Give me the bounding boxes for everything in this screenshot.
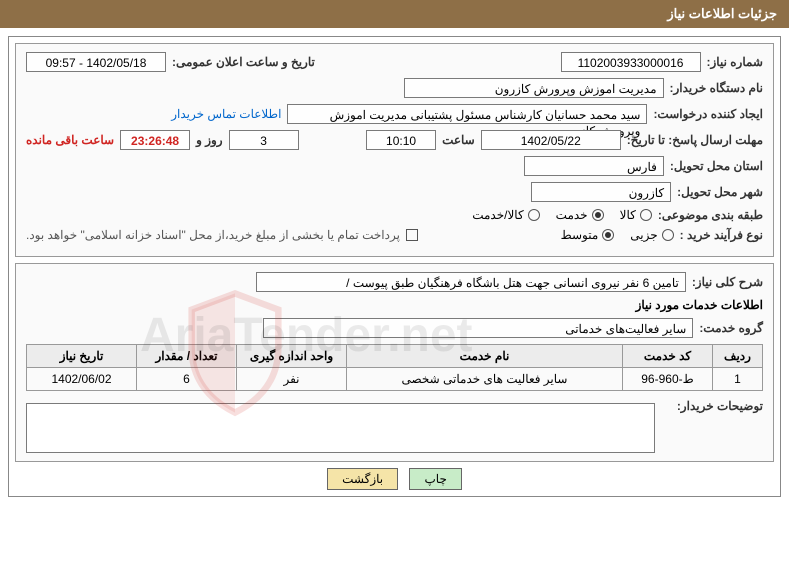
radio-medium-label: متوسط [561, 228, 599, 242]
button-row: چاپ بازگشت [15, 468, 774, 490]
field-deadline-date: 1402/05/22 [481, 130, 621, 150]
label-need-no: شماره نیاز: [707, 55, 763, 69]
row-buyer-org: نام دستگاه خریدار: مدیریت اموزش وپرورش ک… [26, 78, 763, 98]
row-need-no: شماره نیاز: 1102003933000016 تاریخ و ساع… [26, 52, 763, 72]
row-requester: ایجاد کننده درخواست: سید محمد حسانیان کا… [26, 104, 763, 124]
label-process: نوع فرآیند خرید : [680, 228, 763, 242]
note-treasury: پرداخت تمام یا بخشی از مبلغ خرید،از محل … [26, 228, 400, 242]
th-name: نام خدمت [347, 345, 623, 368]
label-time: ساعت [442, 133, 475, 147]
page-title: جزئیات اطلاعات نیاز [667, 6, 777, 21]
radio-both[interactable]: کالا/خدمت [472, 208, 539, 222]
th-unit: واحد اندازه گیری [237, 345, 347, 368]
row-buyer-notes: توضیحات خریدار: [26, 399, 763, 453]
row-class: طبقه بندی موضوعی: کالا خدمت کالا/خدمت [26, 208, 763, 222]
field-need-no: 1102003933000016 [561, 52, 701, 72]
row-process: نوع فرآیند خرید : جزیی متوسط پرداخت تمام… [26, 228, 763, 242]
radio-service[interactable]: خدمت [556, 208, 604, 222]
link-contact[interactable]: اطلاعات تماس خریدار [171, 107, 281, 121]
checkbox-treasury[interactable] [406, 229, 418, 241]
label-class: طبقه بندی موضوعی: [658, 208, 763, 222]
info-section: شماره نیاز: 1102003933000016 تاریخ و ساع… [15, 43, 774, 257]
field-requester: سید محمد حسانیان کارشناس مسئول پشتیبانی … [287, 104, 647, 124]
outer-container: شماره نیاز: 1102003933000016 تاریخ و ساع… [8, 36, 781, 497]
services-info-title: اطلاعات خدمات مورد نیاز [26, 298, 763, 312]
table-header-row: ردیف کد خدمت نام خدمت واحد اندازه گیری ت… [27, 345, 763, 368]
label-buyer-org: نام دستگاه خریدار: [670, 81, 764, 95]
field-need-desc: تامین 6 نفر نیروی انسانی جهت هتل باشگاه … [256, 272, 686, 292]
td-qty: 6 [137, 368, 237, 391]
radio-medium[interactable]: متوسط [561, 228, 615, 242]
radio-goods[interactable]: کالا [620, 208, 652, 222]
class-radio-group: کالا خدمت کالا/خدمت [472, 208, 652, 222]
label-announce-dt: تاریخ و ساعت اعلان عمومی: [172, 55, 315, 69]
th-row: ردیف [713, 345, 763, 368]
detail-section: شرح کلی نیاز: تامین 6 نفر نیروی انسانی ج… [15, 263, 774, 462]
field-announce-dt: 1402/05/18 - 09:57 [26, 52, 166, 72]
row-deadline: مهلت ارسال پاسخ: تا تاریخ: 1402/05/22 سا… [26, 130, 763, 150]
row-service-group: گروه خدمت: سایر فعالیت‌های خدماتی [26, 318, 763, 338]
th-qty: تعداد / مقدار [137, 345, 237, 368]
field-days: 3 [229, 130, 299, 150]
label-city: شهر محل تحویل: [677, 185, 763, 199]
row-city: شهر محل تحویل: کازرون [26, 182, 763, 202]
radio-both-icon [528, 209, 540, 221]
table-row: 1 ط-960-96 سایر فعالیت های خدماتی شخصی ن… [27, 368, 763, 391]
field-province: فارس [524, 156, 664, 176]
label-need-desc: شرح کلی نیاز: [692, 275, 763, 289]
td-unit: نفر [237, 368, 347, 391]
radio-partial-label: جزیی [630, 228, 657, 242]
field-buyer-notes [26, 403, 655, 453]
label-requester: ایجاد کننده درخواست: [653, 107, 763, 121]
label-buyer-notes: توضیحات خریدار: [663, 399, 763, 413]
process-radio-group: جزیی متوسط [561, 228, 674, 242]
td-row: 1 [713, 368, 763, 391]
row-province: استان محل تحویل: فارس [26, 156, 763, 176]
label-province: استان محل تحویل: [670, 159, 763, 173]
radio-service-label: خدمت [556, 208, 588, 222]
th-date: تاریخ نیاز [27, 345, 137, 368]
field-deadline-time: 10:10 [366, 130, 436, 150]
field-countdown: 23:26:48 [120, 130, 190, 150]
radio-medium-icon [602, 229, 614, 241]
label-service-group: گروه خدمت: [699, 321, 763, 335]
field-city: کازرون [531, 182, 671, 202]
radio-partial-icon [662, 229, 674, 241]
field-buyer-org: مدیریت اموزش وپرورش کازرون [404, 78, 664, 98]
page-body: AriaTender.net شماره نیاز: 1102003933000… [0, 28, 789, 505]
field-service-group: سایر فعالیت‌های خدماتی [263, 318, 693, 338]
radio-goods-label: کالا [620, 208, 636, 222]
services-table: ردیف کد خدمت نام خدمت واحد اندازه گیری ت… [26, 344, 763, 391]
radio-goods-icon [640, 209, 652, 221]
label-deadline: مهلت ارسال پاسخ: تا تاریخ: [627, 133, 763, 147]
label-days-and: روز و [196, 133, 223, 147]
th-code: کد خدمت [623, 345, 713, 368]
radio-service-icon [592, 209, 604, 221]
td-name: سایر فعالیت های خدماتی شخصی [347, 368, 623, 391]
label-remain: ساعت باقی مانده [26, 133, 114, 147]
radio-partial[interactable]: جزیی [630, 228, 673, 242]
print-button[interactable]: چاپ [409, 468, 461, 490]
back-button[interactable]: بازگشت [327, 468, 398, 490]
td-code: ط-960-96 [623, 368, 713, 391]
page-header: جزئیات اطلاعات نیاز [0, 0, 789, 28]
td-date: 1402/06/02 [27, 368, 137, 391]
radio-both-label: کالا/خدمت [472, 208, 523, 222]
row-need-desc: شرح کلی نیاز: تامین 6 نفر نیروی انسانی ج… [26, 272, 763, 292]
